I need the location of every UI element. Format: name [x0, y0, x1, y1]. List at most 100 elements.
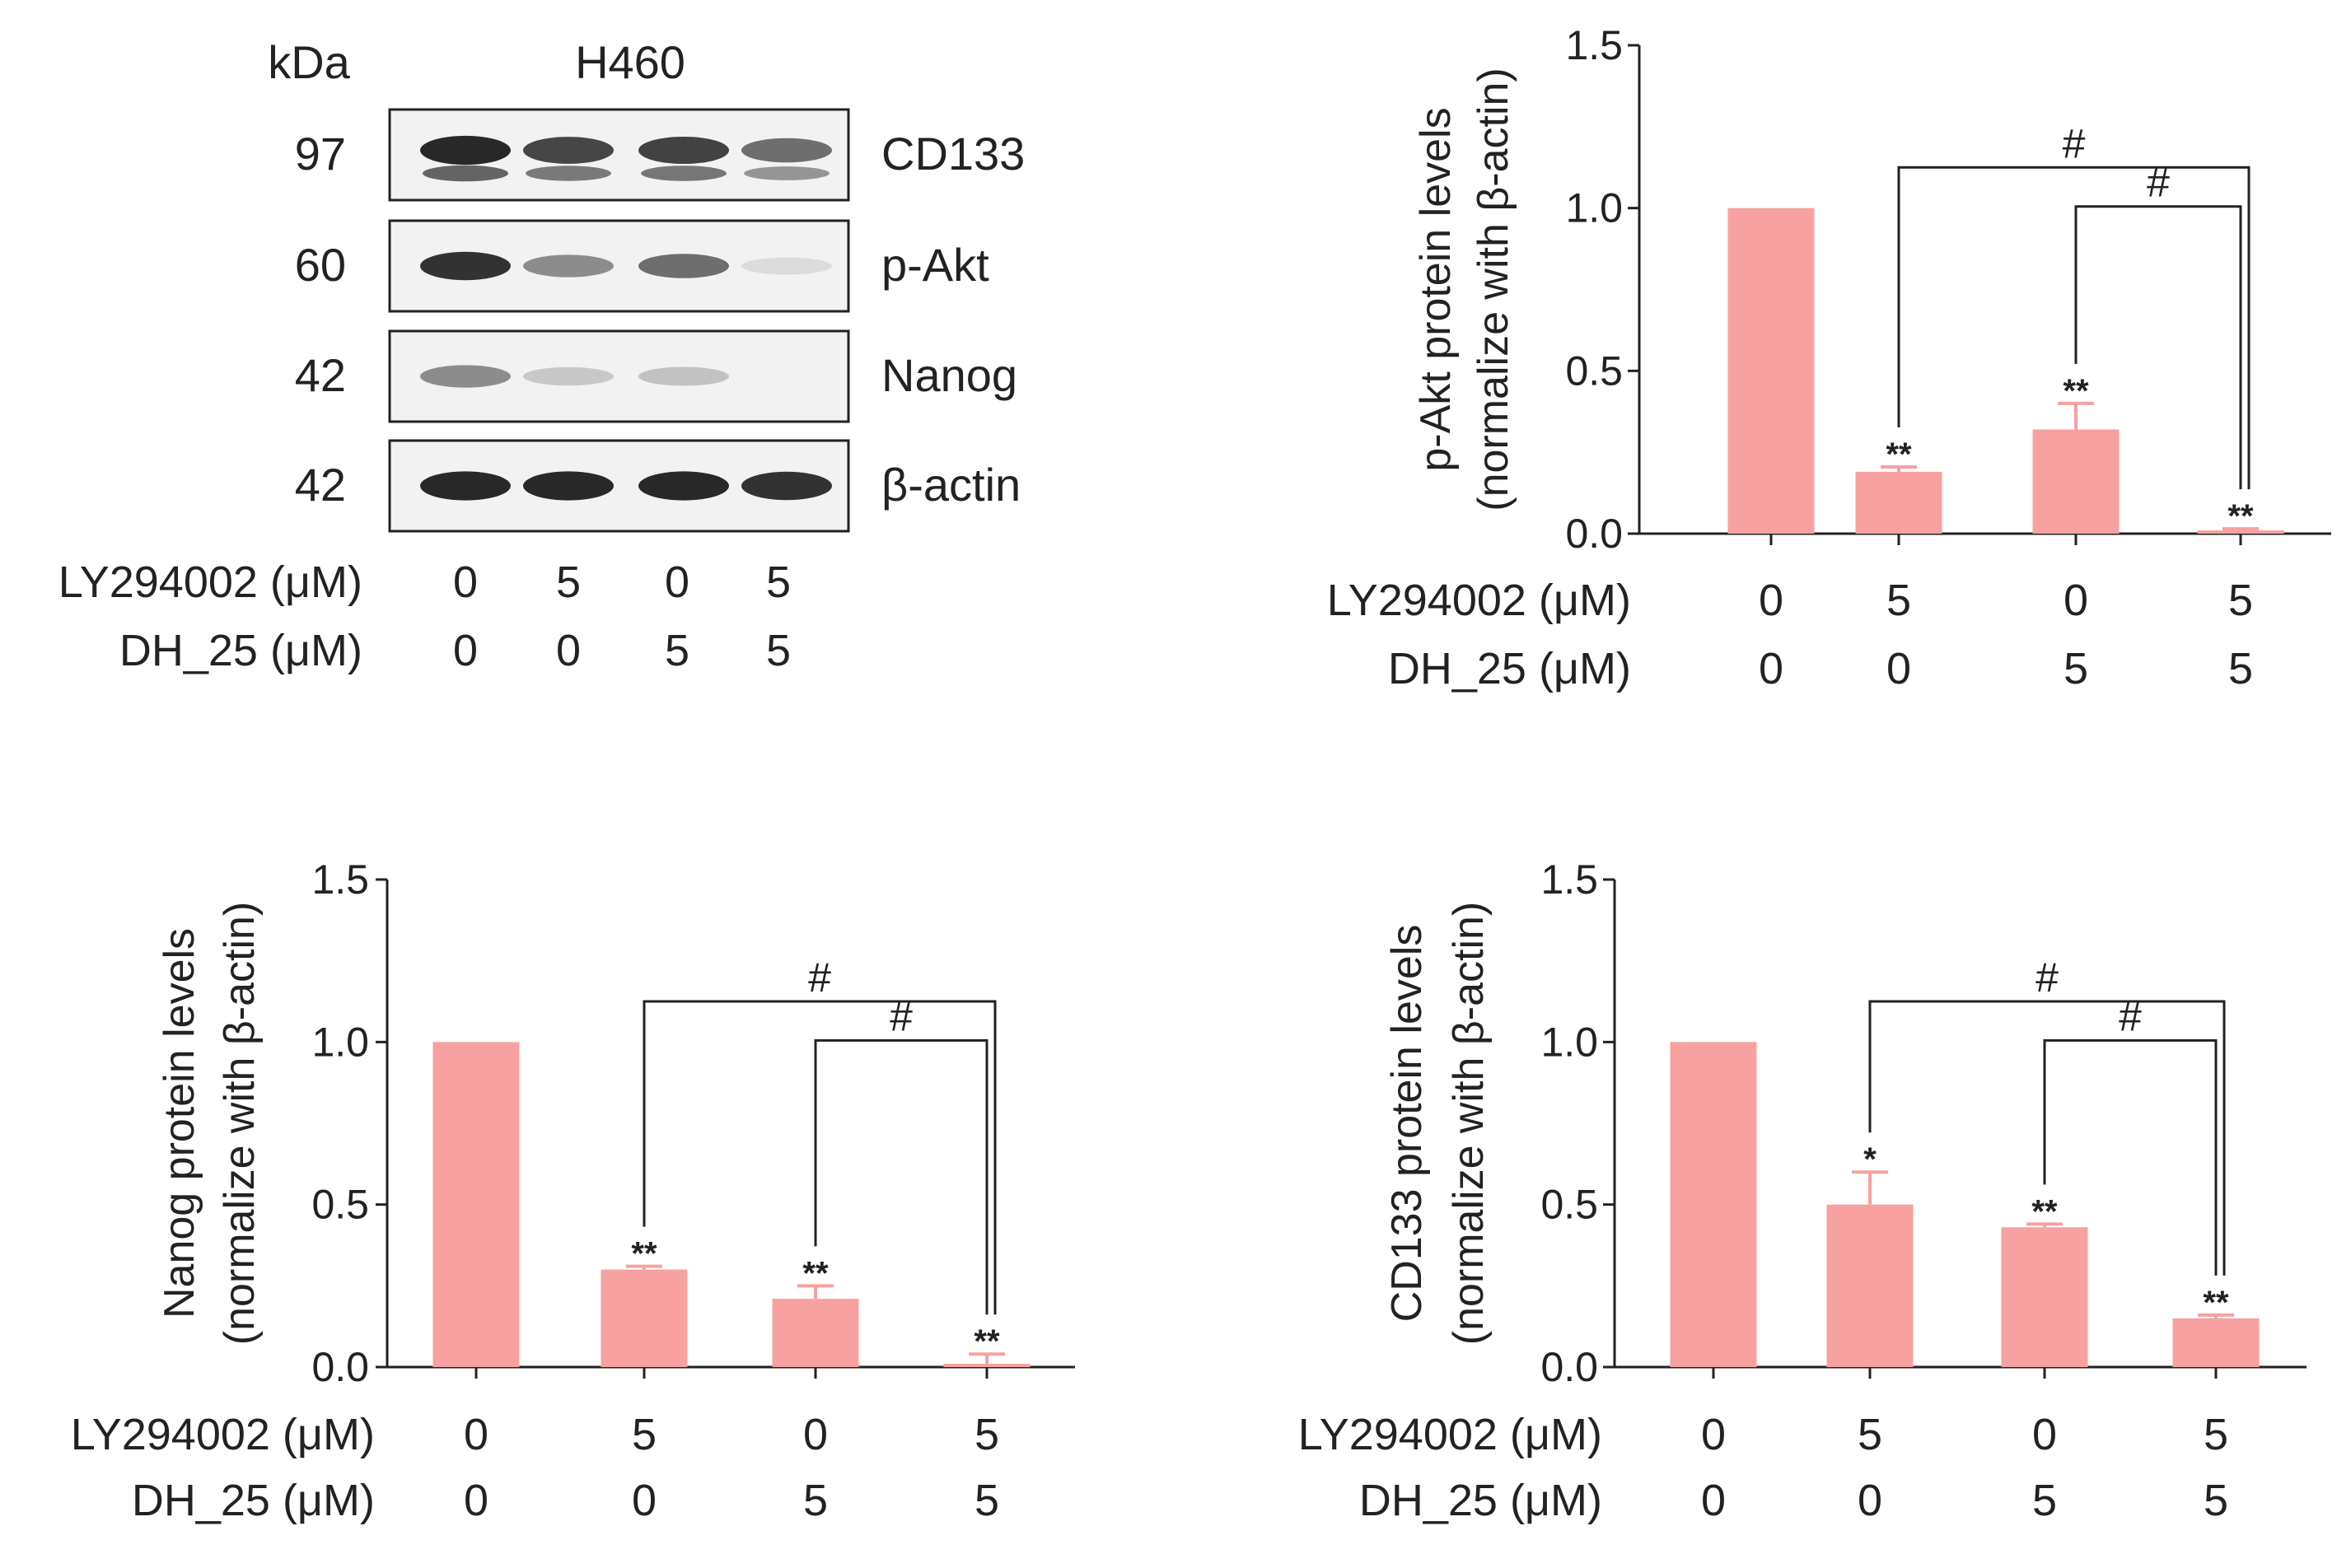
blot-band: [526, 166, 611, 181]
y-axis-subtitle: (normalize with β-actin): [1470, 68, 1517, 511]
blot-band: [523, 366, 614, 386]
bar: [2197, 530, 2284, 534]
y-axis-title: p-Akt protein levels: [1412, 107, 1460, 471]
condition-value: 0: [1886, 644, 1911, 693]
condition-value: 0: [453, 626, 478, 675]
comparison-bracket: [1868, 1000, 2226, 1276]
nanog-bar-chart: 0.0 0.5 1.0 1.5 Nanog protein levels (normali…: [71, 856, 1075, 1525]
significance-mark: **: [2203, 1285, 2229, 1321]
comparison-label: #: [2036, 954, 2059, 1001]
condition-value: 5: [2064, 644, 2088, 693]
y-axis-title: CD133 protein levels: [1383, 925, 1431, 1323]
condition-value: 5: [2032, 1476, 2057, 1525]
significance-mark: **: [1886, 436, 1912, 473]
condition-value: 0: [665, 558, 689, 607]
condition-value: 0: [464, 1410, 488, 1459]
blot-band: [523, 137, 614, 164]
blot-band: [420, 135, 511, 166]
kda-header: kDa: [268, 36, 350, 88]
blot-band: [638, 136, 729, 165]
bar: [1670, 1042, 1757, 1367]
condition-value: 5: [2228, 576, 2253, 625]
blot-band: [741, 138, 832, 163]
bar: [2001, 1227, 2088, 1367]
y-tick-label: 1.5: [311, 856, 369, 903]
y-tick-label: 0.5: [311, 1182, 369, 1228]
comparison-label: #: [890, 993, 913, 1039]
bar: [943, 1364, 1031, 1367]
condition-value: 5: [803, 1476, 828, 1525]
significance-mark: **: [2063, 373, 2089, 409]
blot-band: [420, 251, 511, 281]
blot-condition-table: LY294002 (μM) 0 5 0 5 DH_25 (μM) 0 0 5 5: [58, 558, 791, 675]
blot-band: [744, 166, 830, 180]
kda-value: 97: [295, 128, 346, 180]
bar: [1855, 471, 1942, 534]
y-tick-label: 1.0: [1540, 1019, 1598, 1065]
bar: [1727, 208, 1815, 534]
y-axis-title: Nanog protein levels: [156, 928, 203, 1318]
comparison-label: #: [2147, 160, 2170, 206]
comparison-label: #: [808, 954, 831, 1001]
y-axis-subtitle: (normalize with β-actin): [216, 902, 264, 1345]
y-axis-subtitle: (normalize with β-actin): [1445, 902, 1493, 1345]
comparison-bracket: [1897, 166, 2251, 490]
y-tick-label: 0.0: [1540, 1344, 1598, 1390]
comparison-label: #: [2119, 993, 2142, 1039]
y-tick-label: 0.0: [311, 1344, 369, 1390]
condition-value: 0: [464, 1476, 488, 1525]
condition-label: LY294002 (μM): [1327, 576, 1631, 625]
condition-value: 5: [556, 558, 581, 607]
cd133-bar-chart: 0.0 0.5 1.0 1.5 CD133 protein levels (normali…: [1298, 856, 2307, 1525]
blot-bands: 97 CD133 60 p-Akt 42 Nanog 42 β-actin: [295, 108, 1025, 533]
condition-value: 5: [975, 1410, 999, 1459]
condition-value: 5: [2204, 1410, 2228, 1459]
blot-row-0: 97 CD133: [295, 108, 1025, 202]
y-tick-label: 1.0: [311, 1019, 369, 1065]
blot-band: [638, 471, 729, 501]
condition-label: LY294002 (μM): [58, 558, 362, 607]
condition-value: 5: [1858, 1410, 1882, 1459]
protein-label: p-Akt: [881, 239, 989, 291]
condition-value: 5: [766, 626, 791, 675]
bar: [2032, 429, 2120, 534]
bar: [601, 1269, 688, 1367]
kda-value: 60: [295, 239, 346, 291]
significance-mark: **: [2031, 1193, 2058, 1230]
condition-label: LY294002 (μM): [1298, 1410, 1602, 1459]
bar: [2172, 1318, 2260, 1367]
y-tick-label: 0.5: [1540, 1182, 1598, 1228]
bar: [1826, 1204, 1914, 1367]
comparison-bracket: [2074, 205, 2242, 490]
condition-value: 0: [803, 1410, 828, 1459]
y-tick-label: 0.5: [1565, 348, 1623, 394]
y-tick-label: 1.5: [1565, 22, 1623, 68]
blot-row-1: 60 p-Akt: [295, 219, 989, 313]
condition-value: 5: [665, 626, 689, 675]
condition-label: LY294002 (μM): [71, 1410, 375, 1459]
condition-label: DH_25 (μM): [119, 626, 362, 675]
y-tick-label: 0.0: [1565, 511, 1623, 557]
comparison-label: #: [2063, 120, 2086, 166]
significance-mark: **: [974, 1323, 1000, 1360]
blot-band: [523, 254, 614, 278]
condition-value: 5: [766, 558, 791, 607]
comparison-bracket: [643, 1000, 997, 1315]
condition-label: DH_25 (μM): [132, 1476, 375, 1525]
condition-value: 5: [632, 1410, 657, 1459]
condition-value: 5: [1886, 576, 1911, 625]
y-tick-label: 1.5: [1540, 856, 1598, 903]
condition-value: 0: [556, 626, 581, 675]
blot-band: [741, 471, 832, 501]
blot-band: [523, 471, 614, 501]
significance-mark: **: [802, 1255, 829, 1291]
condition-value: 0: [1701, 1476, 1726, 1525]
condition-value: 0: [1759, 644, 1783, 693]
kda-value: 42: [295, 349, 346, 401]
condition-value: 0: [1701, 1410, 1726, 1459]
significance-mark: **: [2227, 498, 2254, 534]
blot-band: [638, 366, 729, 386]
protein-label: Nanog: [881, 349, 1017, 401]
